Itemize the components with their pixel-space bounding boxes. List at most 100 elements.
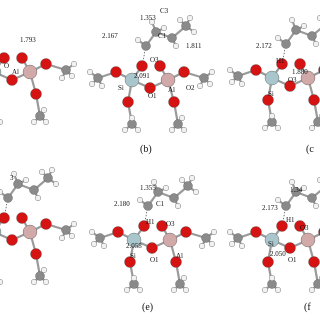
atom [226, 228, 233, 235]
atom [210, 228, 217, 235]
atom [90, 240, 97, 247]
atom [317, 15, 320, 21]
atom [40, 218, 52, 230]
atom [124, 256, 136, 268]
atom [226, 66, 233, 73]
atom [238, 242, 245, 249]
atom [262, 287, 269, 294]
atom-label: Si [130, 252, 136, 260]
distance-label: 1.353 [140, 14, 156, 22]
atom [95, 233, 105, 243]
distance-label: 2.167 [102, 32, 118, 40]
atom [180, 226, 192, 238]
atom [294, 58, 306, 70]
distance-label: 2.173 [262, 204, 278, 212]
atom [41, 106, 48, 113]
atom [208, 240, 215, 247]
atom [167, 33, 177, 43]
atom [192, 188, 199, 195]
atom [178, 66, 190, 78]
atom [190, 29, 197, 36]
atom [43, 118, 50, 125]
atom [178, 114, 185, 121]
atom [289, 178, 296, 185]
atom [262, 124, 269, 131]
atom [124, 72, 140, 88]
atom [88, 80, 95, 87]
distance-label: 1.355 [140, 184, 156, 192]
atom [308, 94, 320, 106]
atom [275, 287, 282, 294]
atom [126, 232, 142, 248]
atom [10, 170, 17, 177]
atom [0, 279, 3, 285]
atom [156, 220, 168, 232]
atom [134, 37, 141, 44]
atom [35, 271, 45, 281]
atom [150, 178, 157, 185]
atom [13, 179, 23, 189]
atom [238, 80, 245, 87]
atom [59, 234, 66, 241]
atom-label: Si [268, 90, 274, 98]
atom [168, 126, 175, 133]
distance-label: 1.880 [292, 68, 308, 76]
distance-label: 2.050 [270, 250, 286, 258]
atom [53, 180, 60, 187]
atom [141, 41, 151, 51]
atom [0, 228, 2, 236]
atom [162, 232, 178, 248]
atom [0, 68, 2, 76]
atom-label: Si [268, 240, 274, 248]
atom [269, 112, 276, 119]
atom [228, 78, 235, 85]
atom [317, 177, 320, 183]
atom-label: Si [118, 84, 124, 92]
atom [6, 234, 18, 246]
atom [174, 202, 181, 209]
atom [276, 58, 288, 70]
atom [6, 74, 18, 86]
atom-label: C1 [156, 200, 165, 208]
atom [43, 279, 50, 286]
atom [136, 196, 143, 203]
atom [313, 202, 320, 209]
atom [173, 119, 183, 129]
atom [23, 176, 30, 183]
atom [68, 72, 75, 79]
atom [294, 220, 306, 232]
atom [0, 52, 10, 64]
atom [136, 287, 143, 294]
atom [0, 189, 3, 195]
atom [206, 80, 213, 87]
atom [188, 174, 195, 181]
atom [0, 212, 10, 224]
atom [276, 220, 288, 232]
atom [148, 19, 155, 26]
atom [301, 184, 308, 191]
atom [43, 173, 53, 183]
atom [22, 64, 38, 80]
atom [180, 126, 187, 133]
atom [269, 275, 276, 282]
atom [30, 248, 42, 260]
atom [307, 31, 317, 41]
atom-label: O1 [148, 92, 157, 100]
distance-label: 2.180 [114, 200, 130, 208]
atom [264, 232, 280, 248]
panel-label: (f [304, 302, 311, 313]
distance-label: 1.34 [290, 186, 303, 194]
atom [3, 193, 13, 203]
atom [233, 233, 243, 243]
atom [39, 168, 46, 175]
atom-label: 3 [10, 174, 14, 182]
atom [138, 220, 150, 232]
atom [169, 193, 179, 203]
atom-label: Al [12, 68, 19, 76]
atom [30, 88, 42, 100]
atom [128, 114, 135, 121]
atom-label: C1 [158, 32, 167, 40]
panel-label: (b) [140, 144, 152, 155]
atom [31, 279, 38, 286]
